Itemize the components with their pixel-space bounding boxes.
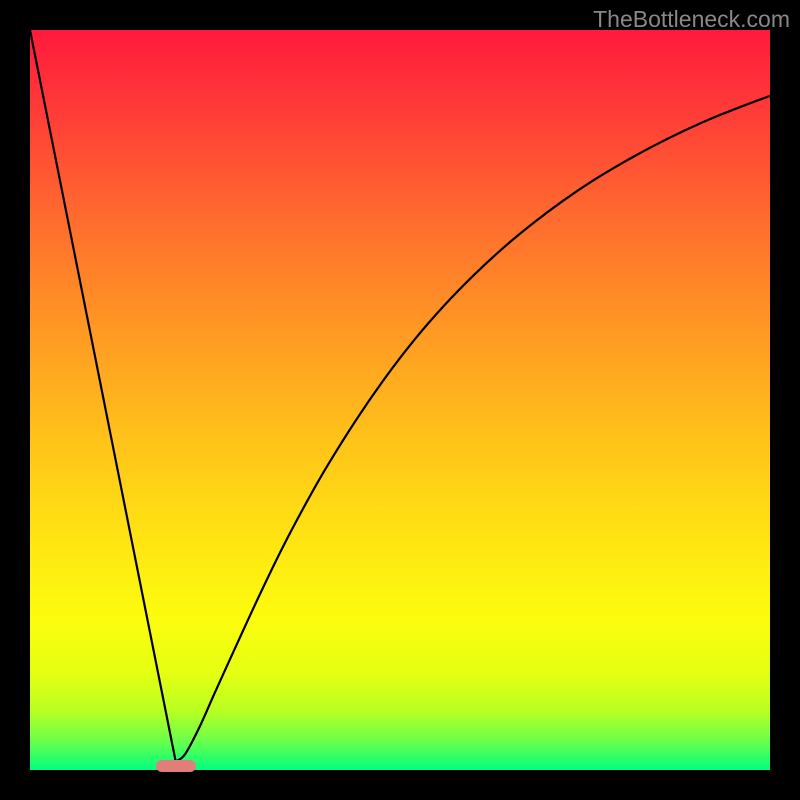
chart-plot-area xyxy=(30,30,770,770)
curve-line xyxy=(30,30,770,770)
watermark-text: TheBottleneck.com xyxy=(593,6,790,33)
bottleneck-marker xyxy=(156,760,196,772)
